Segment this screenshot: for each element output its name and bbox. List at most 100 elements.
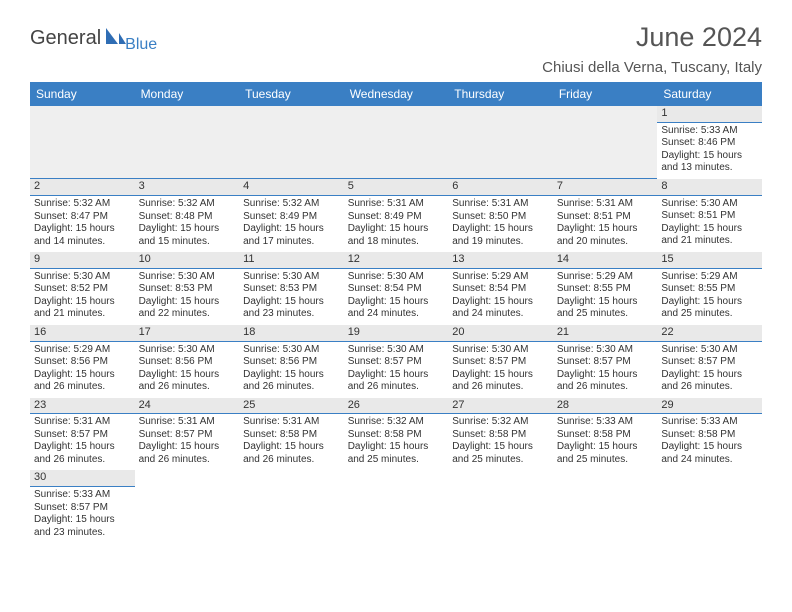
sunrise-line: Sunrise: 5:29 AM [557, 271, 654, 284]
calendar-cell [553, 106, 658, 179]
day-number: 24 [135, 398, 240, 415]
sunrise-line: Sunrise: 5:30 AM [661, 198, 758, 211]
calendar-cell [344, 470, 449, 543]
sunset-line: Sunset: 8:47 PM [34, 211, 131, 224]
sunrise-line: Sunrise: 5:30 AM [243, 271, 340, 284]
calendar-row: 16Sunrise: 5:29 AMSunset: 8:56 PMDayligh… [30, 325, 762, 398]
calendar-cell: 2Sunrise: 5:32 AMSunset: 8:47 PMDaylight… [30, 179, 135, 252]
sunrise-line: Sunrise: 5:30 AM [557, 344, 654, 357]
sunrise-line: Sunrise: 5:31 AM [348, 198, 445, 211]
calendar-cell: 18Sunrise: 5:30 AMSunset: 8:56 PMDayligh… [239, 325, 344, 398]
calendar-cell: 1Sunrise: 5:33 AMSunset: 8:46 PMDaylight… [657, 106, 762, 179]
calendar-cell: 15Sunrise: 5:29 AMSunset: 8:55 PMDayligh… [657, 252, 762, 325]
sunset-line: Sunset: 8:49 PM [348, 211, 445, 224]
sunset-line: Sunset: 8:57 PM [139, 429, 236, 442]
logo-text-general: General [30, 27, 101, 50]
sunset-line: Sunset: 8:48 PM [139, 211, 236, 224]
sunset-line: Sunset: 8:58 PM [557, 429, 654, 442]
day-number: 29 [657, 398, 762, 415]
sunrise-line: Sunrise: 5:33 AM [661, 416, 758, 429]
daylight-line: Daylight: 15 hours and 24 minutes. [452, 296, 549, 321]
sunrise-line: Sunrise: 5:30 AM [139, 344, 236, 357]
sunrise-line: Sunrise: 5:29 AM [661, 271, 758, 284]
sunset-line: Sunset: 8:46 PM [661, 137, 758, 150]
daylight-line: Daylight: 15 hours and 15 minutes. [139, 223, 236, 248]
calendar-cell [135, 106, 240, 179]
sunrise-line: Sunrise: 5:31 AM [139, 416, 236, 429]
day-number: 18 [239, 325, 344, 342]
sunset-line: Sunset: 8:54 PM [452, 283, 549, 296]
sunset-line: Sunset: 8:57 PM [557, 356, 654, 369]
calendar-cell [344, 106, 449, 179]
calendar-cell: 20Sunrise: 5:30 AMSunset: 8:57 PMDayligh… [448, 325, 553, 398]
calendar-cell: 24Sunrise: 5:31 AMSunset: 8:57 PMDayligh… [135, 398, 240, 471]
sunrise-line: Sunrise: 5:32 AM [348, 416, 445, 429]
daylight-line: Daylight: 15 hours and 21 minutes. [34, 296, 131, 321]
daylight-line: Daylight: 15 hours and 14 minutes. [34, 223, 131, 248]
calendar-cell: 7Sunrise: 5:31 AMSunset: 8:51 PMDaylight… [553, 179, 658, 252]
daylight-line: Daylight: 15 hours and 25 minutes. [348, 441, 445, 466]
calendar-cell: 17Sunrise: 5:30 AMSunset: 8:56 PMDayligh… [135, 325, 240, 398]
daylight-line: Daylight: 15 hours and 17 minutes. [243, 223, 340, 248]
day-number: 19 [344, 325, 449, 342]
sunrise-line: Sunrise: 5:31 AM [34, 416, 131, 429]
calendar-cell: 9Sunrise: 5:30 AMSunset: 8:52 PMDaylight… [30, 252, 135, 325]
day-number: 11 [239, 252, 344, 269]
day-number: 16 [30, 325, 135, 342]
calendar-cell: 13Sunrise: 5:29 AMSunset: 8:54 PMDayligh… [448, 252, 553, 325]
daylight-line: Daylight: 15 hours and 23 minutes. [243, 296, 340, 321]
sunset-line: Sunset: 8:58 PM [661, 429, 758, 442]
daylight-line: Daylight: 15 hours and 23 minutes. [34, 514, 131, 539]
day-header: Wednesday [344, 82, 449, 106]
sunset-line: Sunset: 8:57 PM [34, 502, 131, 515]
sunrise-line: Sunrise: 5:32 AM [139, 198, 236, 211]
calendar-page: General Blue June 2024 Chiusi della Vern… [0, 0, 792, 553]
sunset-line: Sunset: 8:53 PM [243, 283, 340, 296]
day-number: 21 [553, 325, 658, 342]
calendar-table: SundayMondayTuesdayWednesdayThursdayFrid… [30, 82, 762, 543]
calendar-cell: 28Sunrise: 5:33 AMSunset: 8:58 PMDayligh… [553, 398, 658, 471]
calendar-cell: 25Sunrise: 5:31 AMSunset: 8:58 PMDayligh… [239, 398, 344, 471]
sunrise-line: Sunrise: 5:31 AM [452, 198, 549, 211]
calendar-row: 23Sunrise: 5:31 AMSunset: 8:57 PMDayligh… [30, 398, 762, 471]
calendar-cell: 10Sunrise: 5:30 AMSunset: 8:53 PMDayligh… [135, 252, 240, 325]
sunset-line: Sunset: 8:57 PM [452, 356, 549, 369]
sunrise-line: Sunrise: 5:29 AM [34, 344, 131, 357]
day-header: Tuesday [239, 82, 344, 106]
calendar-cell: 16Sunrise: 5:29 AMSunset: 8:56 PMDayligh… [30, 325, 135, 398]
month-title: June 2024 [542, 22, 762, 53]
logo-sail-icon [104, 26, 126, 51]
logo: General Blue [30, 22, 157, 54]
daylight-line: Daylight: 15 hours and 26 minutes. [452, 369, 549, 394]
daylight-line: Daylight: 15 hours and 25 minutes. [452, 441, 549, 466]
day-number: 7 [553, 179, 658, 196]
sunset-line: Sunset: 8:55 PM [557, 283, 654, 296]
calendar-row: 9Sunrise: 5:30 AMSunset: 8:52 PMDaylight… [30, 252, 762, 325]
sunrise-line: Sunrise: 5:30 AM [243, 344, 340, 357]
daylight-line: Daylight: 15 hours and 25 minutes. [557, 296, 654, 321]
sunrise-line: Sunrise: 5:30 AM [661, 344, 758, 357]
sunrise-line: Sunrise: 5:33 AM [557, 416, 654, 429]
day-number: 13 [448, 252, 553, 269]
sunset-line: Sunset: 8:52 PM [34, 283, 131, 296]
sunset-line: Sunset: 8:58 PM [452, 429, 549, 442]
day-number: 4 [239, 179, 344, 196]
daylight-line: Daylight: 15 hours and 24 minutes. [661, 441, 758, 466]
day-number: 25 [239, 398, 344, 415]
sunrise-line: Sunrise: 5:30 AM [34, 271, 131, 284]
sunrise-line: Sunrise: 5:30 AM [348, 344, 445, 357]
calendar-cell: 8Sunrise: 5:30 AMSunset: 8:51 PMDaylight… [657, 179, 762, 252]
calendar-row: 1Sunrise: 5:33 AMSunset: 8:46 PMDaylight… [30, 106, 762, 179]
sunrise-line: Sunrise: 5:31 AM [243, 416, 340, 429]
day-header: Saturday [657, 82, 762, 106]
calendar-cell: 21Sunrise: 5:30 AMSunset: 8:57 PMDayligh… [553, 325, 658, 398]
sunset-line: Sunset: 8:49 PM [243, 211, 340, 224]
day-number: 22 [657, 325, 762, 342]
sunset-line: Sunset: 8:58 PM [348, 429, 445, 442]
title-block: June 2024 Chiusi della Verna, Tuscany, I… [542, 22, 762, 76]
calendar-cell: 12Sunrise: 5:30 AMSunset: 8:54 PMDayligh… [344, 252, 449, 325]
calendar-row: 2Sunrise: 5:32 AMSunset: 8:47 PMDaylight… [30, 179, 762, 252]
day-number: 8 [657, 179, 762, 196]
sunrise-line: Sunrise: 5:31 AM [557, 198, 654, 211]
sunset-line: Sunset: 8:57 PM [661, 356, 758, 369]
